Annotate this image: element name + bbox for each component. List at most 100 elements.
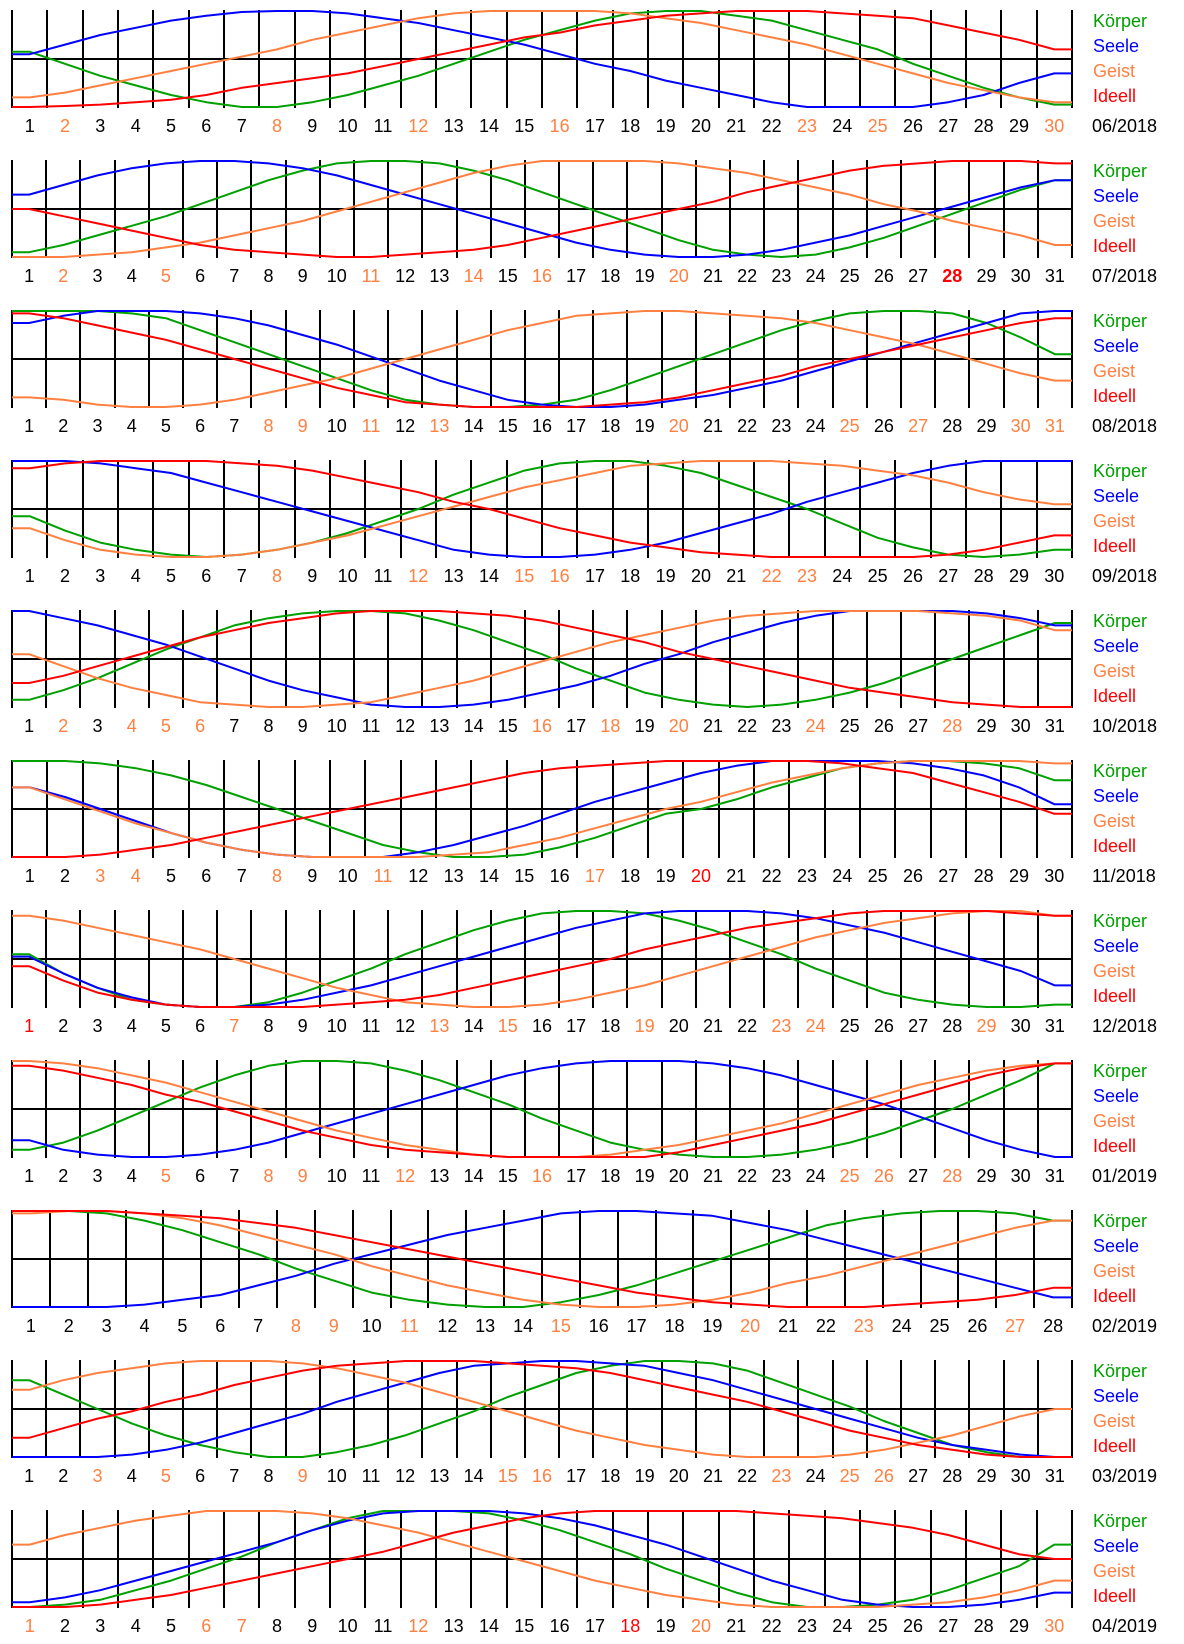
day-label: 15 bbox=[498, 1166, 518, 1186]
day-label: 30 bbox=[1044, 116, 1064, 136]
day-label: 22 bbox=[762, 866, 782, 886]
legend-item-körper: Körper bbox=[1093, 461, 1147, 481]
day-label: 6 bbox=[215, 1316, 225, 1336]
day-label: 10 bbox=[338, 1616, 358, 1636]
day-label: 15 bbox=[498, 1466, 518, 1486]
day-label: 20 bbox=[740, 1316, 760, 1336]
day-label: 12 bbox=[395, 266, 415, 286]
day-label: 28 bbox=[942, 266, 962, 286]
day-label: 28 bbox=[974, 116, 994, 136]
day-label: 29 bbox=[1009, 116, 1029, 136]
day-label: 3 bbox=[92, 1016, 102, 1036]
day-label: 9 bbox=[298, 416, 308, 436]
legend-item-ideell: Ideell bbox=[1093, 1586, 1136, 1606]
day-label: 20 bbox=[669, 266, 689, 286]
month-label: 10/2018 bbox=[1092, 716, 1157, 736]
day-label: 2 bbox=[58, 716, 68, 736]
day-label: 31 bbox=[1045, 416, 1065, 436]
day-label: 25 bbox=[840, 416, 860, 436]
day-label: 10 bbox=[327, 1466, 347, 1486]
day-label: 16 bbox=[532, 1016, 552, 1036]
day-label: 29 bbox=[976, 266, 996, 286]
day-label: 16 bbox=[532, 416, 552, 436]
day-label: 20 bbox=[691, 1616, 711, 1636]
day-label: 26 bbox=[967, 1316, 987, 1336]
day-label: 18 bbox=[620, 116, 640, 136]
legend-item-geist: Geist bbox=[1093, 61, 1135, 81]
day-label: 24 bbox=[805, 716, 825, 736]
day-label: 24 bbox=[832, 866, 852, 886]
series-line-seele bbox=[12, 1060, 1072, 1158]
day-label: 28 bbox=[974, 566, 994, 586]
day-label: 26 bbox=[874, 1016, 894, 1036]
day-label: 23 bbox=[797, 566, 817, 586]
day-label: 3 bbox=[95, 866, 105, 886]
day-label: 11 bbox=[362, 416, 381, 436]
day-label: 16 bbox=[550, 866, 570, 886]
day-label: 8 bbox=[291, 1316, 301, 1336]
day-label: 9 bbox=[329, 1316, 339, 1336]
day-label: 26 bbox=[874, 416, 894, 436]
day-label: 18 bbox=[620, 566, 640, 586]
day-label: 28 bbox=[974, 1616, 994, 1636]
series-line-ideell bbox=[12, 312, 1072, 408]
series-line-ideell bbox=[12, 160, 1072, 258]
day-label: 25 bbox=[868, 116, 888, 136]
day-label: 23 bbox=[771, 416, 791, 436]
day-label: 1 bbox=[25, 116, 35, 136]
day-label: 7 bbox=[229, 1466, 239, 1486]
day-label: 17 bbox=[585, 1616, 605, 1636]
day-label: 30 bbox=[1044, 566, 1064, 586]
series-line-geist bbox=[12, 1510, 1072, 1608]
day-label: 8 bbox=[263, 416, 273, 436]
day-label: 14 bbox=[479, 866, 499, 886]
day-label: 22 bbox=[762, 116, 782, 136]
series-line-ideell bbox=[12, 1510, 1072, 1608]
day-label: 9 bbox=[298, 716, 308, 736]
day-label: 15 bbox=[498, 716, 518, 736]
month-label: 04/2019 bbox=[1092, 1616, 1157, 1636]
day-label: 10 bbox=[338, 866, 358, 886]
month-label: 03/2019 bbox=[1092, 1466, 1157, 1486]
day-label: 31 bbox=[1045, 1466, 1065, 1486]
series-line-geist bbox=[12, 1210, 1072, 1308]
day-label: 22 bbox=[737, 266, 757, 286]
legend-item-seele: Seele bbox=[1093, 1386, 1139, 1406]
month-label: 06/2018 bbox=[1092, 116, 1157, 136]
day-label: 8 bbox=[263, 266, 273, 286]
day-label: 27 bbox=[908, 266, 928, 286]
day-label: 30 bbox=[1044, 1616, 1064, 1636]
day-label: 6 bbox=[195, 266, 205, 286]
day-label: 1 bbox=[25, 566, 35, 586]
legend-item-ideell: Ideell bbox=[1093, 986, 1136, 1006]
day-label: 15 bbox=[498, 416, 518, 436]
day-label: 12 bbox=[437, 1316, 457, 1336]
day-label: 2 bbox=[60, 1616, 70, 1636]
day-label: 11 bbox=[374, 1616, 393, 1636]
day-label: 15 bbox=[514, 1616, 534, 1636]
day-label: 17 bbox=[566, 1016, 586, 1036]
day-label: 29 bbox=[976, 416, 996, 436]
day-label: 4 bbox=[127, 1466, 137, 1486]
day-label: 11 bbox=[400, 1316, 419, 1336]
legend-item-körper: Körper bbox=[1093, 911, 1147, 931]
day-label: 21 bbox=[703, 1466, 723, 1486]
series-line-ideell bbox=[12, 460, 1072, 558]
day-label: 2 bbox=[60, 116, 70, 136]
legend-item-körper: Körper bbox=[1093, 1061, 1147, 1081]
day-label: 20 bbox=[669, 1016, 689, 1036]
day-label: 23 bbox=[797, 866, 817, 886]
day-label: 4 bbox=[127, 266, 137, 286]
day-label: 24 bbox=[832, 116, 852, 136]
day-label: 19 bbox=[656, 116, 676, 136]
day-label: 20 bbox=[669, 1166, 689, 1186]
day-label: 4 bbox=[131, 116, 141, 136]
series-line-ideell bbox=[12, 1062, 1072, 1158]
day-label: 5 bbox=[161, 266, 171, 286]
day-label: 8 bbox=[272, 566, 282, 586]
day-label: 17 bbox=[627, 1316, 647, 1336]
legend-item-ideell: Ideell bbox=[1093, 86, 1136, 106]
day-label: 2 bbox=[60, 866, 70, 886]
day-label: 25 bbox=[868, 566, 888, 586]
